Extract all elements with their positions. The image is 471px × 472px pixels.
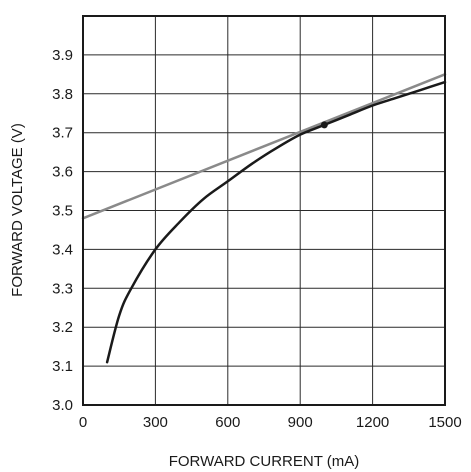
- y-tick-label: 3.5: [52, 203, 73, 220]
- y-tick-labels: 3.0 3.1 3.2 3.3 3.4 3.5 3.6 3.7 3.8 3.9: [52, 47, 73, 414]
- points-layer: [320, 121, 328, 129]
- series-curve: [105, 80, 447, 364]
- x-tick-label: 1500: [428, 414, 461, 431]
- y-tick-label: 3.3: [52, 280, 73, 297]
- x-tick-label: 300: [143, 414, 168, 431]
- y-tick-label: 3.6: [52, 164, 73, 181]
- y-tick-label: 3.7: [52, 125, 73, 142]
- y-axis-title: FORWARD VOLTAGE (V): [9, 123, 26, 297]
- x-axis-title: FORWARD CURRENT (mA): [169, 453, 360, 470]
- y-tick-label: 3.4: [52, 241, 73, 258]
- data-point: [320, 121, 328, 129]
- y-tick-label: 3.1: [52, 358, 73, 375]
- grid: [82, 15, 446, 406]
- x-tick-label: 900: [288, 414, 313, 431]
- series-tangent-line: [81, 73, 447, 220]
- x-tick-labels: 0 300 600 900 1200 1500: [79, 414, 462, 431]
- plot-frame: [82, 15, 446, 406]
- y-tick-label: 3.8: [52, 86, 73, 103]
- x-tick-label: 1200: [356, 414, 389, 431]
- y-tick-label: 3.9: [52, 47, 73, 64]
- y-tick-label: 3.2: [52, 319, 73, 336]
- x-tick-label: 0: [79, 414, 87, 431]
- y-tick-label: 3.0: [52, 397, 73, 414]
- x-tick-label: 600: [215, 414, 240, 431]
- series-layer: [81, 73, 447, 364]
